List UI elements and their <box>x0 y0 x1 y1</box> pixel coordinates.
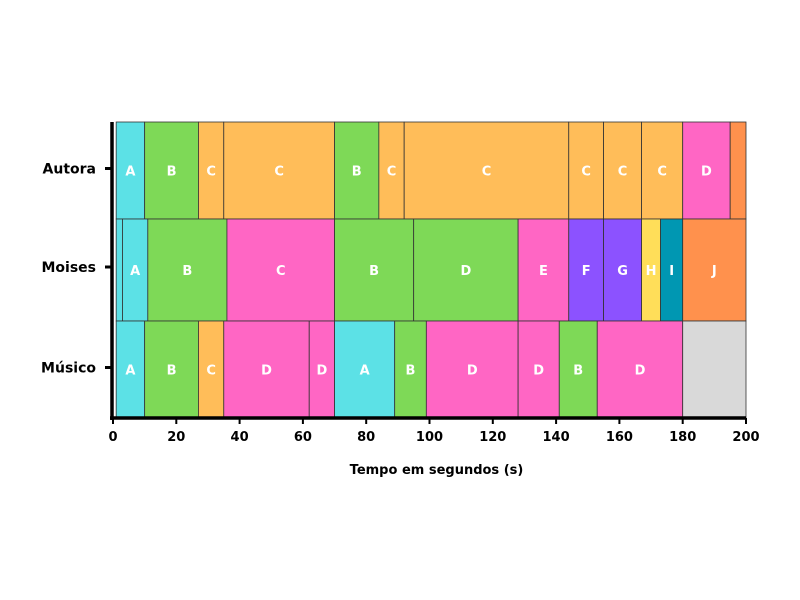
segment-bar <box>147 218 228 322</box>
axes-layer <box>110 122 746 420</box>
segment-bar <box>334 218 415 322</box>
row-label: Moises <box>41 260 96 276</box>
segment-bar <box>115 218 123 322</box>
segment-label: B <box>352 165 362 180</box>
segment-label: C <box>581 165 591 180</box>
segment-bar <box>334 121 380 220</box>
segment-bar <box>226 218 335 322</box>
segment-label: G <box>617 264 628 279</box>
segment-label: J <box>711 264 717 279</box>
segment-label: D <box>460 264 471 279</box>
segment-bar <box>682 218 747 322</box>
x-tick-label: 60 <box>294 430 312 445</box>
segment-bar <box>115 121 146 220</box>
segment-label: B <box>369 264 379 279</box>
segment-label: D <box>316 364 327 379</box>
segment-label: D <box>635 364 646 379</box>
x-tick-label: 100 <box>416 430 443 445</box>
segment-label: C <box>206 165 216 180</box>
segment-bar <box>568 218 604 322</box>
row-label: Músico <box>41 361 96 377</box>
row-labels-layer: Autora Moises Músico <box>41 162 112 377</box>
segment-bar <box>334 320 396 419</box>
segment-label: A <box>125 364 135 379</box>
segment-label: C <box>274 165 284 180</box>
row-label: Autora <box>43 162 96 178</box>
segment-label: B <box>573 364 583 379</box>
x-tick-label: 80 <box>357 430 375 445</box>
segment-label: C <box>482 165 492 180</box>
x-tick-label: 160 <box>606 430 633 445</box>
segment-label: C <box>387 165 397 180</box>
segment-bar <box>596 320 684 419</box>
segment-label: H <box>646 264 657 279</box>
segment-label: B <box>167 364 177 379</box>
x-tick-label: 120 <box>479 430 506 445</box>
segment-bar <box>198 320 225 419</box>
segment-bar <box>144 121 199 220</box>
segment-label: B <box>167 165 177 180</box>
segment-label: F <box>582 264 591 279</box>
segment-label: C <box>276 264 286 279</box>
x-tick-label: 20 <box>167 430 185 445</box>
segment-bar <box>682 320 747 419</box>
segment-bar <box>568 121 604 220</box>
segment-bar <box>122 218 149 322</box>
x-tick-label: 140 <box>543 430 570 445</box>
segment-bar <box>603 218 642 322</box>
segment-label: A <box>130 264 140 279</box>
segment-label: C <box>206 364 216 379</box>
segment-label: C <box>657 165 667 180</box>
segment-label: A <box>360 364 370 379</box>
segment-bar <box>198 121 225 220</box>
segment-bar <box>223 320 310 419</box>
segment-label: D <box>533 364 544 379</box>
segment-label: D <box>701 165 712 180</box>
segment-label: A <box>125 165 135 180</box>
segment-bar <box>378 121 405 220</box>
segment-label: B <box>406 364 416 379</box>
segment-bar <box>403 121 570 220</box>
segment-bar <box>394 320 427 419</box>
segment-label: D <box>467 364 478 379</box>
segment-bar <box>115 320 146 419</box>
segment-label: I <box>669 264 674 279</box>
segment-bar <box>558 320 598 419</box>
segment-bar <box>425 320 519 419</box>
x-axis-title: Tempo em segundos (s) <box>350 463 524 478</box>
x-tick-label: 200 <box>732 430 759 445</box>
segment-bar <box>517 218 570 322</box>
segment-bar <box>729 121 747 220</box>
x-tick-label: 180 <box>669 430 696 445</box>
segment-label: C <box>618 165 628 180</box>
segments-layer: A B C C B C C C C C D A B C B D E F G H I J A B C D D A B D D B D <box>115 121 747 419</box>
segment-bar <box>641 121 684 220</box>
segment-bar <box>413 218 519 322</box>
x-ticks-layer: 0 20 40 60 80 100 120 140 160 180 200 <box>108 418 760 445</box>
x-tick-label: 0 <box>108 430 117 445</box>
segment-label: E <box>539 264 548 279</box>
x-tick-label: 40 <box>231 430 249 445</box>
segment-bar <box>223 121 335 220</box>
segment-label: B <box>182 264 192 279</box>
segment-label: D <box>261 364 272 379</box>
